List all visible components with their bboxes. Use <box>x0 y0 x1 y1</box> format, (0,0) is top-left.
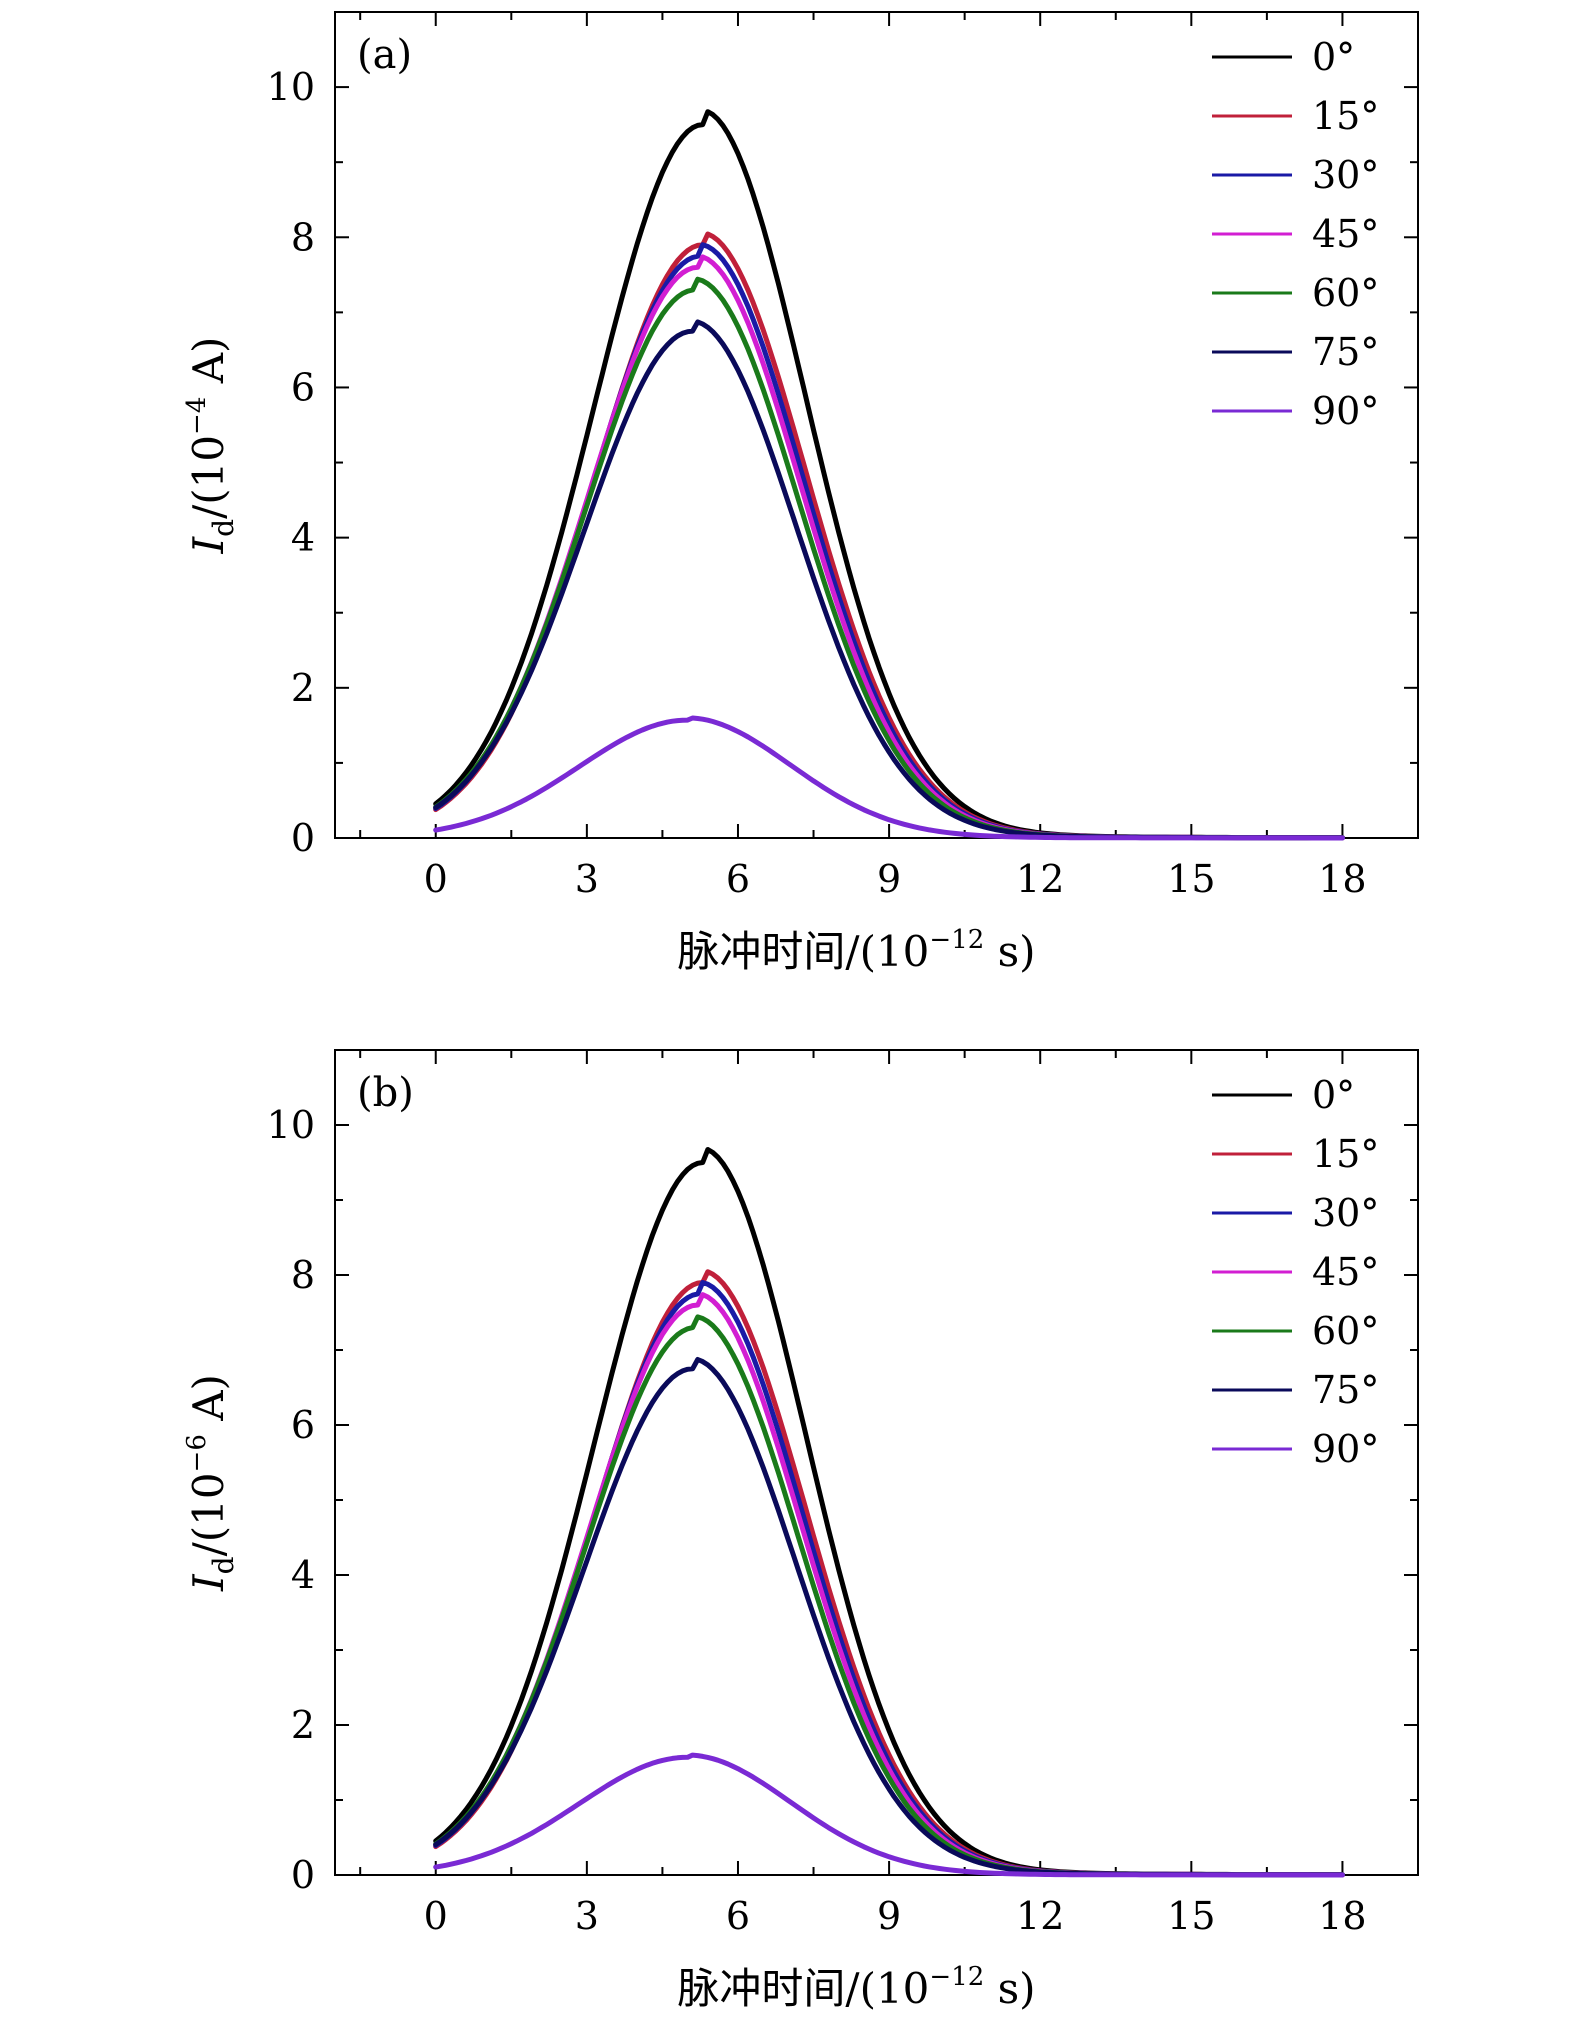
x-axis-title-main: 脉冲时间/(10 <box>677 1964 929 2013</box>
y-axis-title: Id/(10−6 A) <box>182 1374 240 1592</box>
x-tick-label: 18 <box>1318 857 1366 901</box>
series-line-90deg <box>433 715 1345 841</box>
legend-label: 45° <box>1312 212 1379 256</box>
legend-label: 15° <box>1312 1132 1379 1176</box>
panel-label: (b) <box>357 1070 414 1116</box>
legend-label: 90° <box>1312 1427 1379 1471</box>
x-tick-label: 3 <box>575 1894 599 1938</box>
legend-label: 0° <box>1312 35 1355 79</box>
y-tick-label: 8 <box>291 1253 315 1297</box>
x-tick-label: 15 <box>1167 857 1215 901</box>
y-axis-title-main: /(10 <box>184 1472 233 1556</box>
y-axis-title-exponent: −4 <box>182 397 212 435</box>
y-tick-label: 8 <box>291 215 315 259</box>
y-axis-title-symbol: I <box>184 1573 233 1592</box>
x-tick-label: 12 <box>1016 857 1064 901</box>
x-axis-title-unit: s) <box>984 1964 1035 2013</box>
x-tick-label: 0 <box>424 1894 448 1938</box>
series-line-75deg <box>433 319 1345 841</box>
y-axis-title-unit: A) <box>184 337 233 397</box>
plot-frame <box>334 1049 1419 1876</box>
y-axis-title-subscript: d <box>207 519 240 537</box>
y-tick-label: 2 <box>291 666 315 710</box>
chart-panel-a: 0 3 6 9 12 15 18 0 2 4 6 8 10 脉冲时间/(10−12 s) Id/(10−4 … <box>182 11 1419 976</box>
x-tick-label: 9 <box>877 857 901 901</box>
legend-label: 30° <box>1312 153 1379 197</box>
x-tick-label: 15 <box>1167 1894 1215 1938</box>
y-axis-title-unit: A) <box>184 1374 233 1434</box>
x-tick-label: 12 <box>1016 1894 1064 1938</box>
x-axis-title-main: 脉冲时间/(10 <box>677 927 929 976</box>
x-axis-title: 脉冲时间/(10−12 s) <box>677 925 1035 976</box>
y-axis-title: Id/(10−4 A) <box>182 337 240 555</box>
y-axis-title-exponent: −6 <box>182 1434 212 1472</box>
y-tick-label: 6 <box>291 365 315 409</box>
legend-label: 45° <box>1312 1250 1379 1294</box>
y-tick-label: 6 <box>291 1403 315 1447</box>
panel-label: (a) <box>357 32 412 78</box>
y-tick-label: 10 <box>267 65 315 109</box>
legend-label: 60° <box>1312 271 1379 315</box>
x-tick-label: 6 <box>726 1894 750 1938</box>
x-tick-label: 3 <box>575 857 599 901</box>
x-tick-label: 18 <box>1318 1894 1366 1938</box>
legend-label: 90° <box>1312 389 1379 433</box>
legend-label: 30° <box>1312 1191 1379 1235</box>
y-tick-label: 4 <box>291 516 315 560</box>
legend-label: 15° <box>1312 94 1379 138</box>
x-axis-title-unit: s) <box>984 927 1035 976</box>
y-tick-label: 10 <box>267 1103 315 1147</box>
y-tick-label: 0 <box>291 1853 315 1897</box>
x-axis-title: 脉冲时间/(10−12 s) <box>677 1962 1035 2013</box>
x-axis-title-exponent: −12 <box>929 1962 984 1992</box>
x-axis-title-exponent: −12 <box>929 925 984 955</box>
chart-panel-b: 0 3 6 9 12 15 18 0 2 4 6 8 10 脉冲时间/(10−12 s) Id/(10−6 … <box>182 1049 1419 2013</box>
y-tick-label: 2 <box>291 1703 315 1747</box>
legend-label: 60° <box>1312 1309 1379 1353</box>
series-line-75deg <box>433 1357 1345 1878</box>
x-tick-label: 9 <box>877 1894 901 1938</box>
y-tick-label: 0 <box>291 816 315 860</box>
x-tick-label: 6 <box>726 857 750 901</box>
legend-label: 0° <box>1312 1073 1355 1117</box>
plot-frame <box>334 11 1419 839</box>
series-line-90deg <box>433 1752 1345 1878</box>
y-tick-label: 4 <box>291 1553 315 1597</box>
y-axis-title-subscript: d <box>207 1556 240 1574</box>
y-axis-title-main: /(10 <box>184 435 233 519</box>
y-axis-title-symbol: I <box>184 535 233 554</box>
legend-label: 75° <box>1312 330 1379 374</box>
x-tick-label: 0 <box>424 857 448 901</box>
legend-label: 75° <box>1312 1368 1379 1412</box>
